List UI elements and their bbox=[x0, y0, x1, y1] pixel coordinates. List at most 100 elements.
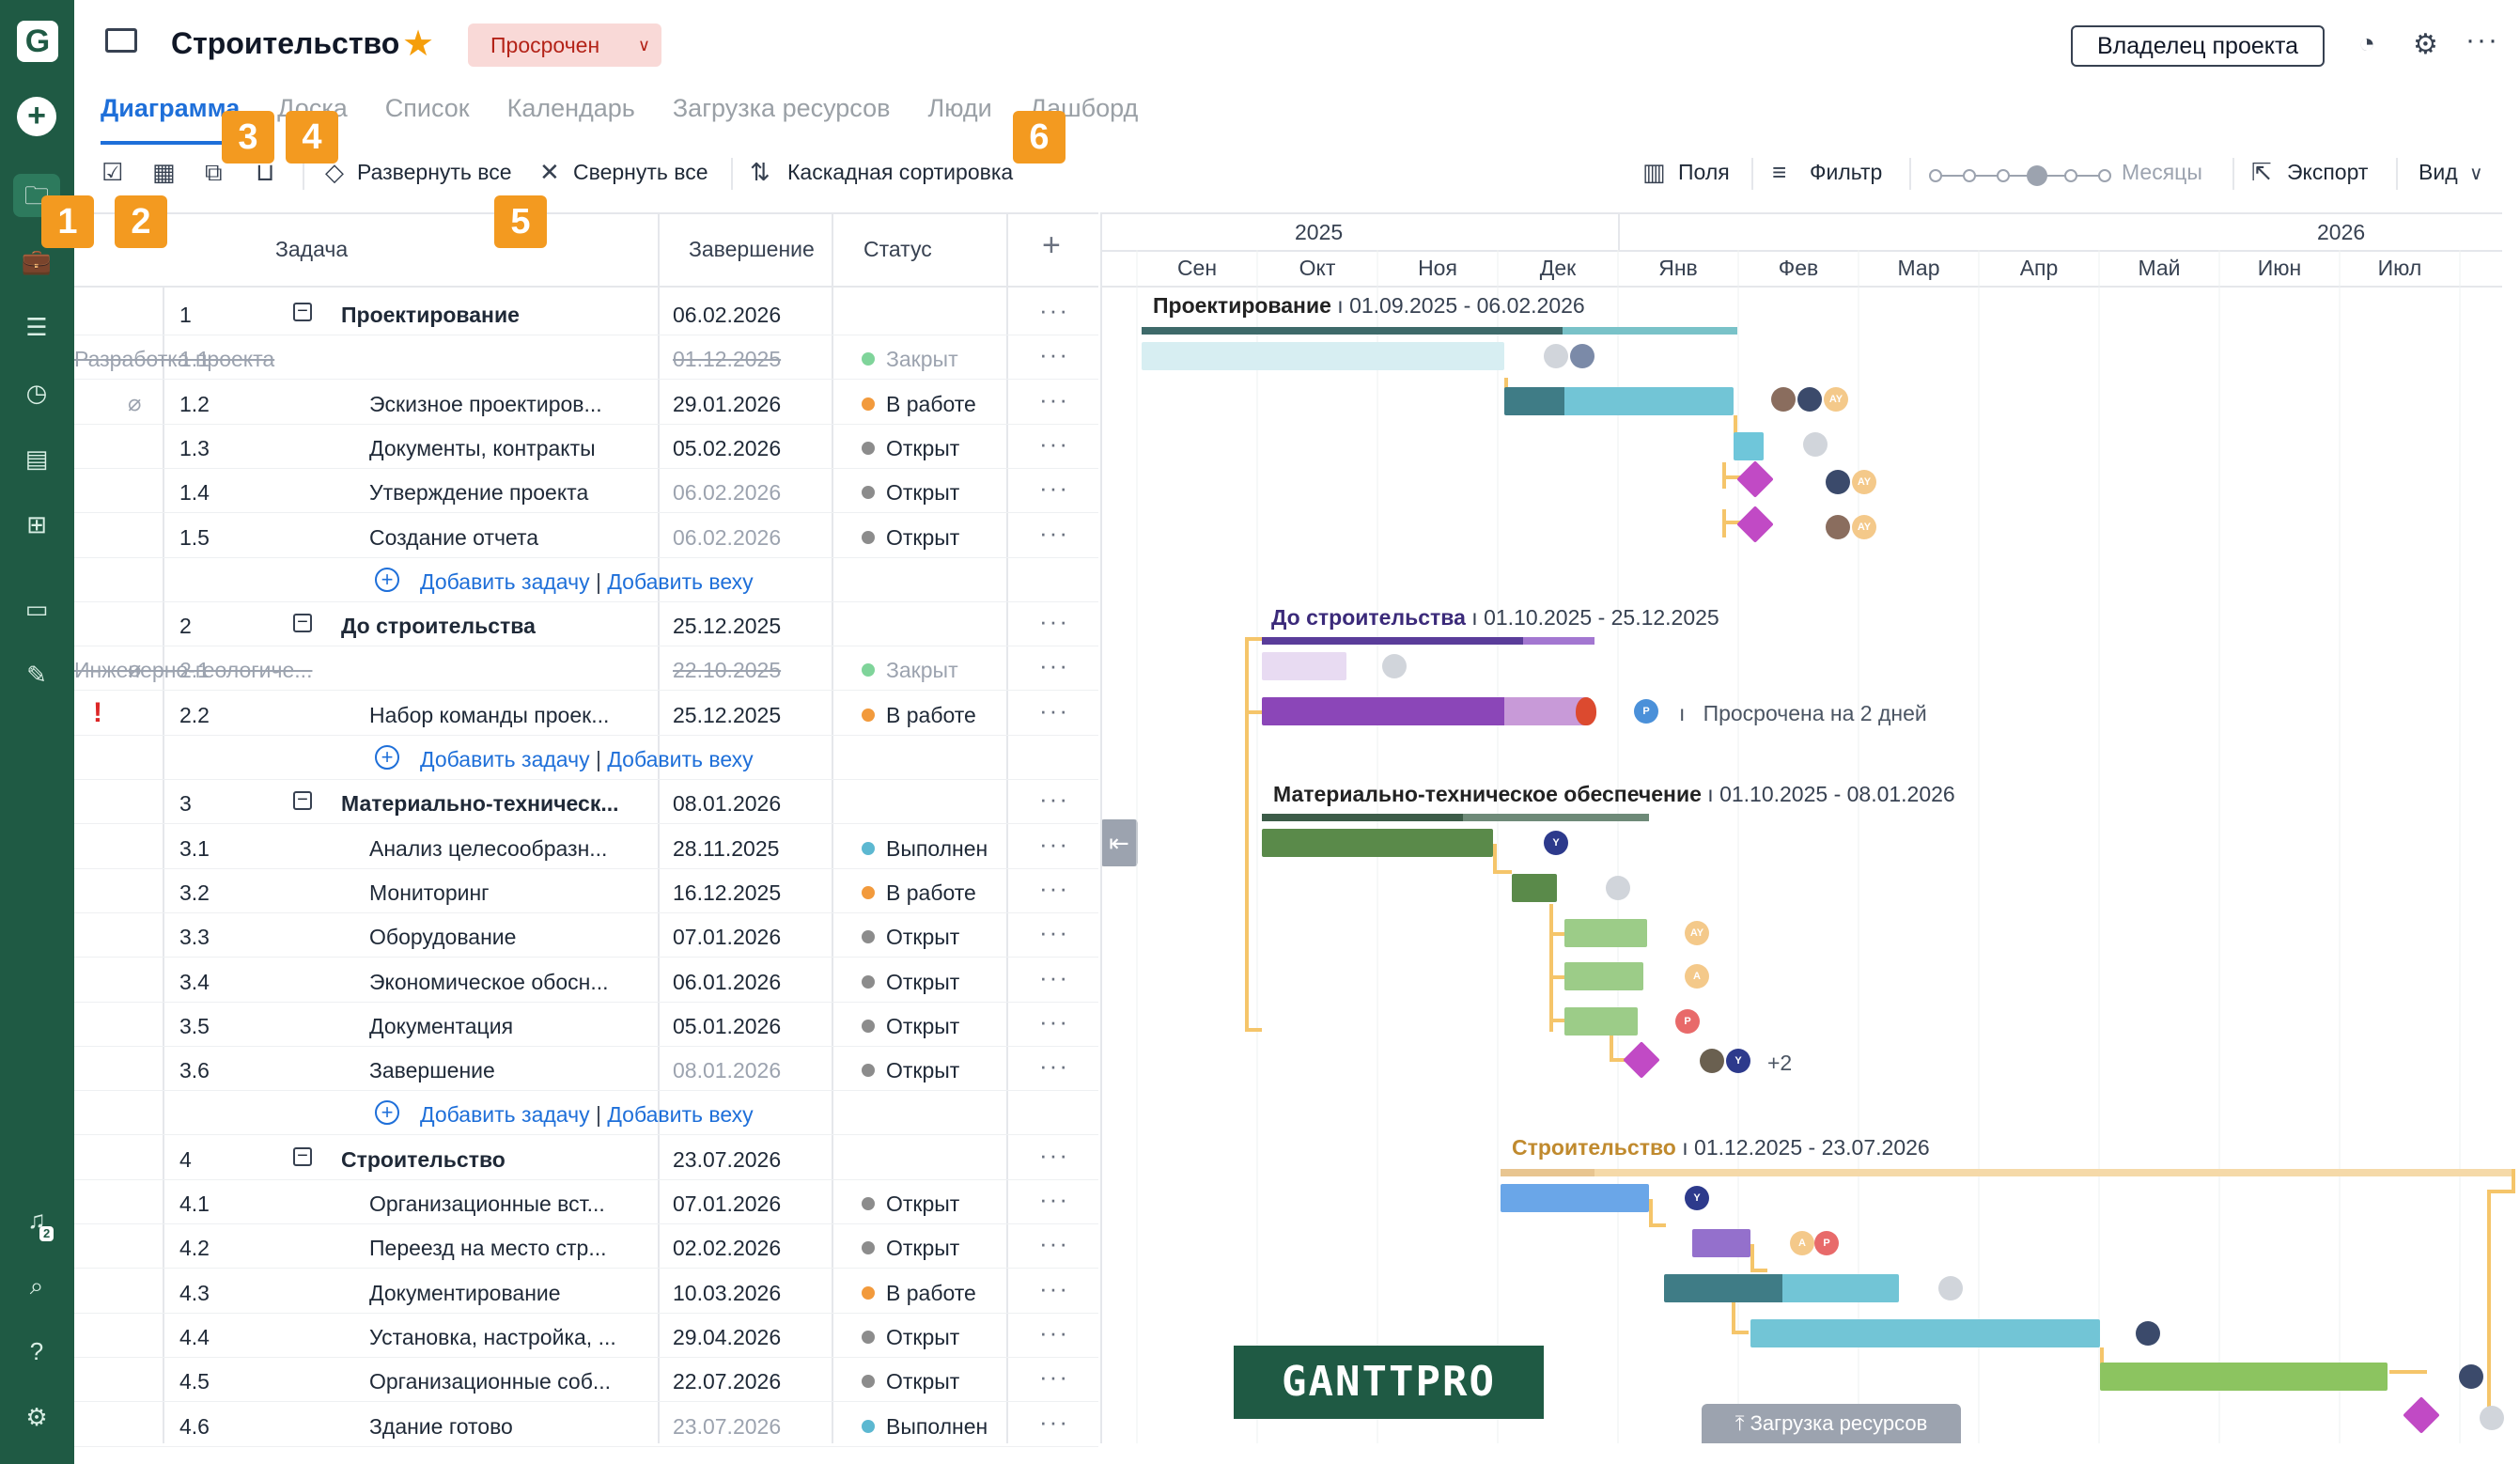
task-end-date[interactable]: 02.02.2026 bbox=[673, 1236, 782, 1261]
row-more-icon[interactable]: ··· bbox=[1039, 785, 1069, 814]
task-bar[interactable] bbox=[1564, 919, 1647, 947]
row-more-icon[interactable]: ··· bbox=[1039, 695, 1069, 724]
list-icon[interactable]: ☰ bbox=[25, 313, 48, 341]
avatar[interactable] bbox=[1797, 387, 1822, 412]
add-circle-icon[interactable]: + bbox=[375, 745, 399, 770]
add-task-link[interactable]: Добавить задачу bbox=[420, 1102, 590, 1128]
task-name[interactable]: Завершение bbox=[369, 1058, 495, 1083]
add-task-link[interactable]: Добавить задачу bbox=[420, 568, 590, 594]
task-row[interactable]: 3.3 Оборудование 07.01.2026 Открыт ··· bbox=[74, 913, 1098, 958]
expand-icon[interactable]: ◇ bbox=[325, 158, 344, 186]
task-bar[interactable] bbox=[1262, 697, 1589, 725]
app-logo[interactable]: G bbox=[17, 21, 58, 62]
add-task-row[interactable]: + Добавить задачу | Добавить веху bbox=[74, 736, 1098, 780]
task-row[interactable]: 4.5 Организационные соб... 22.07.2026 Откры… bbox=[74, 1358, 1098, 1403]
task-bar[interactable] bbox=[1734, 432, 1764, 460]
search-icon[interactable]: ⌕ bbox=[29, 1271, 44, 1300]
project-title[interactable]: Строительство bbox=[171, 26, 400, 60]
task-row[interactable]: 4.6 Здание готово 23.07.2026 Выполнен ··· bbox=[74, 1403, 1098, 1447]
task-row[interactable]: ⌀ 1.2 Эскизное проектиров... 29.01.2026 В ра… bbox=[74, 381, 1098, 425]
collapse-toggle-icon[interactable]: − bbox=[293, 1146, 312, 1166]
avatar[interactable] bbox=[1570, 344, 1594, 368]
row-more-icon[interactable]: ··· bbox=[1039, 873, 1069, 902]
task-bar[interactable] bbox=[1262, 829, 1493, 857]
task-end-date[interactable]: 08.01.2026 bbox=[673, 791, 782, 817]
task-name[interactable]: До строительства bbox=[341, 614, 536, 639]
task-end-date[interactable]: 10.03.2026 bbox=[673, 1280, 782, 1305]
task-status[interactable]: В работе bbox=[862, 1281, 976, 1306]
plus-icon[interactable]: + bbox=[17, 97, 56, 136]
task-status[interactable]: Выполнен bbox=[862, 1414, 988, 1440]
row-more-icon[interactable]: ··· bbox=[1039, 1185, 1069, 1213]
project-status-dropdown[interactable]: Просрочен ∨ bbox=[468, 23, 661, 67]
avatar[interactable] bbox=[1938, 1276, 1963, 1300]
avatar[interactable]: AY bbox=[1685, 921, 1709, 945]
row-more-icon[interactable]: ··· bbox=[1039, 474, 1069, 503]
add-task-link[interactable]: Добавить задачу bbox=[420, 747, 590, 771]
task-status[interactable]: В работе bbox=[862, 880, 976, 906]
add-milestone-link[interactable]: Добавить веху bbox=[607, 747, 754, 771]
avatar[interactable]: A bbox=[1790, 1231, 1814, 1255]
task-end-date[interactable]: 25.12.2025 bbox=[673, 702, 782, 727]
briefcase-icon[interactable]: 💼 bbox=[21, 247, 53, 275]
filter-icon[interactable]: ≡ bbox=[1772, 158, 1787, 186]
task-row[interactable]: 4.2 Переезд на место стр... 02.02.2026 Откр… bbox=[74, 1224, 1098, 1269]
cascade-sort-button[interactable]: Каскадная сортировка bbox=[787, 160, 1014, 184]
select-tasks-icon[interactable]: ☑ bbox=[101, 158, 124, 186]
export-button[interactable]: Экспорт bbox=[2287, 160, 2369, 184]
tab-5[interactable]: Люди bbox=[927, 94, 992, 122]
row-more-icon[interactable]: ··· bbox=[1039, 918, 1069, 947]
avatar[interactable] bbox=[1544, 344, 1568, 368]
avatar[interactable]: AY bbox=[1824, 387, 1848, 412]
resource-load-toggle[interactable]: ⤒ Загрузка ресурсов bbox=[1702, 1404, 1961, 1443]
task-end-date[interactable]: 06.02.2026 bbox=[673, 524, 782, 550]
task-name[interactable]: Утверждение проекта bbox=[369, 480, 589, 506]
task-bar[interactable] bbox=[1504, 387, 1734, 415]
collapse-grid-handle[interactable]: ⇤ bbox=[1100, 819, 1138, 866]
task-end-date[interactable]: 07.01.2026 bbox=[673, 925, 782, 950]
avatar[interactable]: P bbox=[1675, 1009, 1700, 1034]
task-name[interactable]: Здание готово bbox=[369, 1413, 513, 1439]
task-row[interactable]: ⌀ 2.1 Инженерно-геологиче... 22.10.2025 Закр… bbox=[74, 646, 1098, 692]
avatar[interactable] bbox=[1700, 1049, 1724, 1073]
group-row[interactable]: 4 − Строительство 23.07.2026 ··· bbox=[74, 1136, 1098, 1180]
column-end-date[interactable]: Завершение bbox=[689, 237, 815, 261]
paperclip-icon[interactable]: ⌀ bbox=[128, 657, 142, 683]
fields-icon[interactable]: ▥ bbox=[1642, 158, 1666, 186]
tab-4[interactable]: Загрузка ресурсов bbox=[672, 94, 891, 122]
task-row[interactable]: 1.3 Документы, контракты 05.02.2026 Открыт ·… bbox=[74, 425, 1098, 469]
group-row[interactable]: 2 − До строительства 25.12.2025 ··· bbox=[74, 602, 1098, 647]
avatar[interactable] bbox=[2480, 1406, 2504, 1430]
task-status[interactable]: В работе bbox=[862, 703, 976, 728]
collapse-toggle-icon[interactable]: − bbox=[293, 302, 312, 321]
task-row[interactable]: 1.1 Разработка проекта 01.12.2025 Закрыт ··· bbox=[74, 335, 1098, 381]
row-more-icon[interactable]: ··· bbox=[1039, 1273, 1069, 1302]
gear-icon[interactable]: ⚙ bbox=[25, 1403, 48, 1431]
task-status[interactable]: Открыт bbox=[862, 1014, 959, 1039]
avatar[interactable] bbox=[1803, 432, 1828, 457]
task-bar[interactable] bbox=[1564, 1007, 1638, 1036]
task-end-date[interactable]: 05.01.2026 bbox=[673, 1013, 782, 1038]
task-end-date[interactable]: 01.12.2025 bbox=[673, 347, 782, 372]
avatar[interactable] bbox=[1826, 515, 1850, 539]
task-name[interactable]: Эскизное проектиров... bbox=[369, 391, 602, 416]
project-owner-button[interactable]: Владелец проекта bbox=[2071, 25, 2325, 67]
settings-icon[interactable]: ⚙ bbox=[2413, 29, 2438, 60]
help-icon[interactable]: ? bbox=[29, 1337, 44, 1365]
paperclip-icon[interactable]: ⌀ bbox=[128, 390, 142, 416]
row-more-icon[interactable]: ··· bbox=[1039, 1140, 1069, 1169]
avatar[interactable]: P bbox=[1634, 699, 1658, 724]
task-name[interactable]: Документирование bbox=[369, 1280, 561, 1305]
task-status[interactable]: Открыт bbox=[862, 525, 959, 551]
chevron-down-icon[interactable]: ∨ bbox=[2469, 164, 2483, 184]
task-bar[interactable] bbox=[1512, 874, 1557, 902]
collapse-toggle-icon[interactable]: − bbox=[293, 790, 312, 811]
star-icon[interactable]: ★ bbox=[402, 24, 435, 64]
task-row[interactable]: 3.4 Экономическое обосн... 06.01.2026 Откры… bbox=[74, 958, 1098, 1003]
task-status[interactable]: Открыт bbox=[862, 1191, 959, 1217]
task-name[interactable]: Материально-техническ... bbox=[341, 791, 619, 817]
row-more-icon[interactable]: ··· bbox=[1039, 1317, 1069, 1347]
baseline-icon[interactable]: ▦ bbox=[152, 158, 176, 186]
task-end-date[interactable]: 05.02.2026 bbox=[673, 435, 782, 460]
task-name[interactable]: Строительство bbox=[341, 1146, 506, 1172]
